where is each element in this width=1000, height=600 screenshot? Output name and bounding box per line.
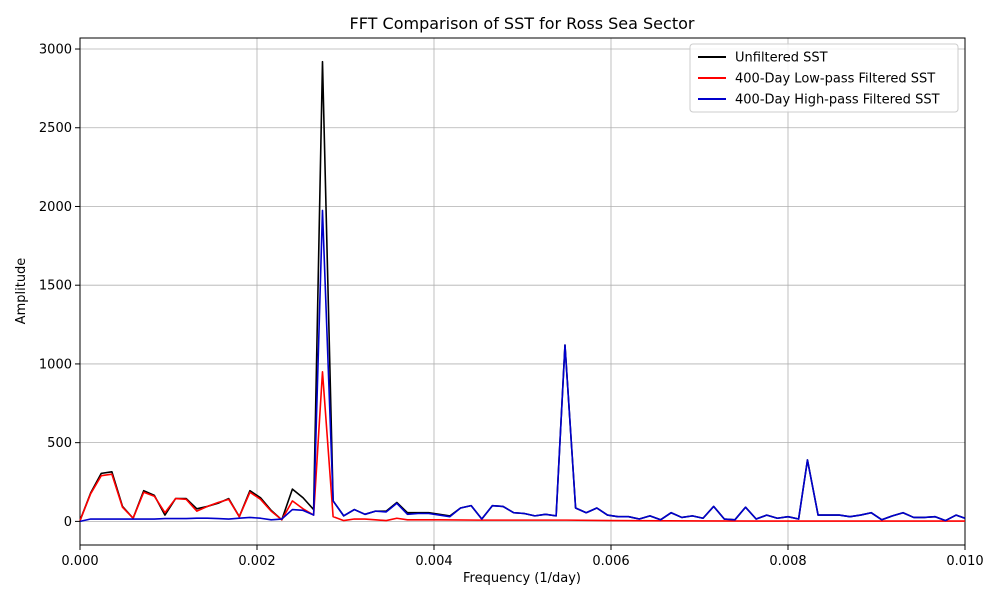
- legend-box: [689, 43, 959, 113]
- series-layer: [79, 60, 966, 523]
- y-tick-label: 3000: [39, 43, 72, 58]
- series-line-1: [79, 60, 966, 522]
- x-tick-label: 0.008: [769, 554, 806, 569]
- legend-label-3: 400-Day High-pass Filtered SST: [735, 93, 940, 108]
- x-tick-label: 0.000: [61, 554, 98, 569]
- y-tick-label: 1000: [39, 357, 72, 372]
- legend-label-2: 400-Day Low-pass Filtered SST: [735, 72, 935, 87]
- x-tick-label: 0.002: [238, 554, 275, 569]
- x-tick-label: 0.006: [592, 554, 629, 569]
- legend: Unfiltered SST 400-Day Low-pass Filtered …: [689, 43, 959, 113]
- y-axis-ticks: 0 500 1000 1500 2000 2500 3000: [39, 43, 80, 530]
- series-line-2: [79, 371, 965, 522]
- y-tick-label: 1500: [39, 279, 72, 294]
- grid-lines: [79, 38, 966, 545]
- x-tick-label: 0.004: [415, 554, 452, 569]
- x-axis-label: Frequency (1/day): [463, 571, 581, 586]
- y-tick-label: 0: [64, 515, 72, 530]
- y-tick-label: 2000: [39, 200, 72, 215]
- x-axis-ticks: 0.000 0.002 0.004 0.006 0.008 0.010: [61, 545, 984, 569]
- series-line-3: [79, 209, 966, 523]
- y-axis-label: Amplitude: [14, 258, 29, 325]
- chart-title: FFT Comparison of SST for Ross Sea Secto…: [350, 14, 695, 33]
- y-tick-label: 500: [47, 436, 72, 451]
- legend-label-1: Unfiltered SST: [735, 51, 828, 66]
- x-tick-label: 0.010: [946, 554, 983, 569]
- y-tick-label: 2500: [39, 121, 72, 136]
- plot-frame: [79, 37, 966, 546]
